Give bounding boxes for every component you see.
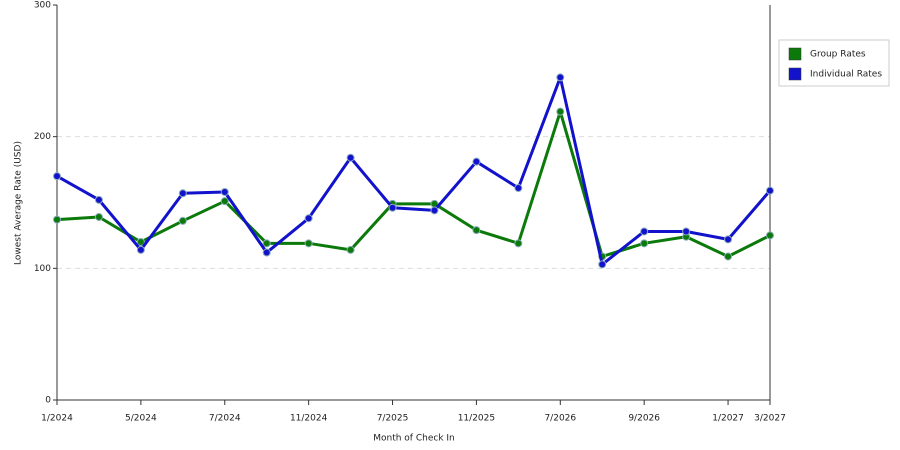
point: [178, 216, 187, 225]
series-line: [56, 75, 772, 266]
point: [472, 157, 481, 166]
point: [640, 227, 649, 236]
legend-swatch: [788, 67, 802, 81]
point: [472, 226, 481, 235]
x-tick-label: 1/2027: [712, 414, 744, 424]
point: [304, 239, 313, 248]
point: [766, 231, 774, 240]
point: [514, 239, 523, 248]
point: [346, 245, 355, 254]
x-axis-label: Month of Check In: [373, 434, 455, 444]
x-tick-label: 7/2024: [209, 414, 241, 424]
x-tick-label: 9/2026: [628, 414, 660, 424]
series-line: [56, 110, 771, 258]
point: [388, 203, 397, 212]
point: [514, 184, 523, 193]
point: [598, 260, 607, 269]
x-tick-label: 7/2025: [377, 414, 409, 424]
point: [304, 214, 313, 223]
point: [53, 215, 61, 224]
y-tick-label: 300: [34, 1, 51, 11]
x-tick-label: 1/2024: [41, 414, 73, 424]
point: [556, 73, 565, 82]
point: [682, 227, 691, 236]
x-tick-label: 11/2024: [290, 414, 328, 424]
point: [262, 248, 271, 257]
x-tick-label: 7/2026: [544, 414, 576, 424]
point: [178, 189, 187, 198]
point: [94, 195, 103, 204]
point: [556, 107, 565, 116]
point: [262, 239, 271, 248]
legend-swatch: [788, 47, 802, 61]
point: [94, 212, 103, 221]
y-axis-label: Lowest Average Rate (USD): [14, 141, 24, 265]
x-tick-label: 11/2025: [458, 414, 495, 424]
x-tick-label: 3/2027: [754, 414, 786, 424]
point: [136, 238, 145, 246]
point: [53, 172, 61, 181]
point: [220, 197, 229, 206]
y-tick-label: 100: [34, 264, 51, 274]
point: [430, 206, 439, 215]
point: [136, 245, 145, 254]
point: [640, 239, 649, 248]
point: [346, 153, 355, 162]
point: [766, 186, 774, 195]
y-tick-label: 200: [34, 132, 51, 142]
point: [724, 235, 733, 244]
point: [724, 252, 733, 261]
legend-label: Individual Rates: [810, 70, 882, 80]
legend-label: Group Rates: [810, 50, 866, 60]
y-tick-label: 0: [45, 396, 51, 406]
point: [220, 187, 229, 196]
x-tick-label: 5/2024: [125, 414, 157, 424]
